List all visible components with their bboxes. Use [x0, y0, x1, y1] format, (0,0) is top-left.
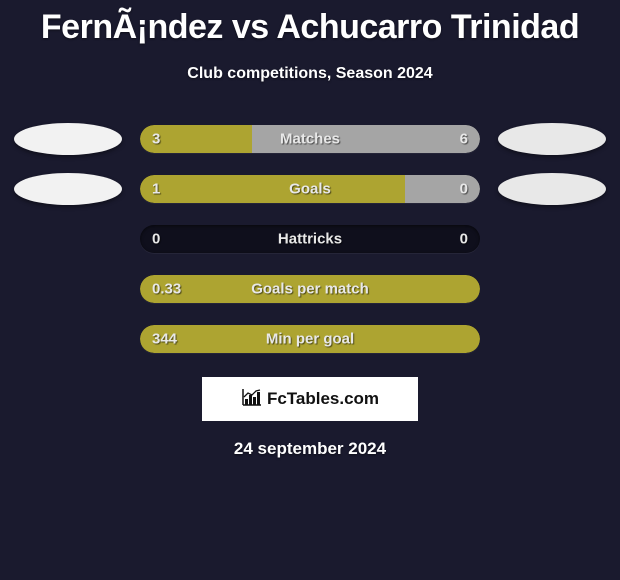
- bar-fill-right: [405, 175, 480, 203]
- player-avatar-right: [498, 173, 606, 205]
- stat-bar: 344 Min per goal: [140, 325, 480, 353]
- page-title: FernÃ¡ndez vs Achucarro Trinidad: [0, 0, 620, 47]
- stat-row: 3 Matches 6: [0, 123, 620, 155]
- stat-bar: 0.33 Goals per match: [140, 275, 480, 303]
- stat-label: Matches: [280, 131, 340, 148]
- date-text: 24 september 2024: [0, 439, 620, 459]
- chart-icon: [241, 387, 263, 412]
- stat-value-left: 0.33: [152, 281, 181, 298]
- stat-value-right: 0: [460, 181, 468, 198]
- stat-value-left: 344: [152, 331, 177, 348]
- brand-text: FcTables.com: [267, 389, 379, 409]
- stat-value-right: 0: [460, 231, 468, 248]
- subtitle: Club competitions, Season 2024: [0, 65, 620, 83]
- stats-container: 3 Matches 6 1 Goals 0 0 Hattricks 0 0.33 Goals per…: [0, 123, 620, 355]
- player-avatar-left: [14, 123, 122, 155]
- stat-bar: 3 Matches 6: [140, 125, 480, 153]
- player-avatar-right: [498, 123, 606, 155]
- stat-label: Goals: [289, 181, 331, 198]
- stat-value-left: 3: [152, 131, 160, 148]
- stat-row: 344 Min per goal: [0, 323, 620, 355]
- player-avatar-left: [14, 173, 122, 205]
- stat-value-left: 1: [152, 181, 160, 198]
- stat-bar: 1 Goals 0: [140, 175, 480, 203]
- stat-label: Goals per match: [251, 281, 369, 298]
- stat-row: 0 Hattricks 0: [0, 223, 620, 255]
- stat-row: 1 Goals 0: [0, 173, 620, 205]
- stat-value-left: 0: [152, 231, 160, 248]
- stat-label: Min per goal: [266, 331, 354, 348]
- stat-label: Hattricks: [278, 231, 342, 248]
- branding-box: FcTables.com: [202, 377, 418, 421]
- stat-row: 0.33 Goals per match: [0, 273, 620, 305]
- stat-bar: 0 Hattricks 0: [140, 225, 480, 253]
- bar-fill-left: [140, 175, 405, 203]
- stat-value-right: 6: [460, 131, 468, 148]
